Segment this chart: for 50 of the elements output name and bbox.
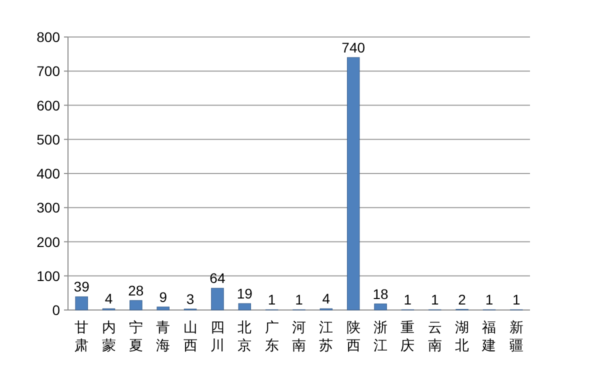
x-tick-label: 浙江 bbox=[374, 320, 388, 354]
data-label: 3 bbox=[186, 290, 194, 307]
y-tick-label: 700 bbox=[36, 63, 60, 80]
y-tick-label: 0 bbox=[52, 302, 60, 318]
y-tick-label: 800 bbox=[36, 29, 60, 45]
data-label: 740 bbox=[342, 39, 366, 56]
x-tick-label: 湖北 bbox=[455, 320, 470, 354]
x-tick-label: 内蒙 bbox=[102, 320, 116, 354]
bar bbox=[346, 57, 360, 310]
x-tick-label: 陕西 bbox=[346, 320, 360, 354]
bar bbox=[130, 300, 142, 310]
data-label: 18 bbox=[372, 286, 389, 302]
x-tick-label: 福建 bbox=[481, 320, 496, 354]
x-tick-label: 甘肃 bbox=[74, 320, 89, 354]
data-label: 1 bbox=[404, 292, 412, 308]
data-label: 64 bbox=[210, 270, 226, 286]
data-label: 9 bbox=[159, 288, 168, 305]
data-label: 1 bbox=[512, 292, 521, 308]
data-label: 4 bbox=[322, 290, 330, 307]
y-tick-label: 500 bbox=[36, 131, 60, 148]
data-label: 1 bbox=[430, 292, 439, 308]
y-tick-label: 200 bbox=[36, 234, 60, 250]
data-label: 2 bbox=[458, 291, 466, 308]
x-tick-label: 江苏 bbox=[319, 320, 334, 354]
data-label: 28 bbox=[128, 282, 144, 298]
x-tick-label: 河南 bbox=[292, 320, 306, 354]
x-tick-label: 重庆 bbox=[400, 320, 415, 354]
x-tick-label: 宁夏 bbox=[128, 320, 143, 354]
x-tick-label: 云南 bbox=[428, 320, 442, 354]
x-tick-label: 广东 bbox=[264, 320, 279, 354]
bar bbox=[211, 288, 224, 310]
y-tick-label: 100 bbox=[36, 268, 60, 284]
x-tick-label: 山西 bbox=[183, 320, 198, 354]
x-tick-label: 青海 bbox=[156, 320, 170, 354]
data-label: 1 bbox=[295, 292, 304, 308]
bar bbox=[156, 306, 170, 310]
x-tick-label: 新疆 bbox=[509, 320, 524, 354]
data-label: 19 bbox=[236, 286, 253, 302]
data-label: 1 bbox=[268, 292, 276, 308]
y-tick-label: 300 bbox=[36, 200, 60, 216]
bar bbox=[75, 296, 88, 310]
bar bbox=[238, 303, 252, 310]
x-tick-label: 北京 bbox=[238, 320, 252, 354]
data-label: 1 bbox=[485, 292, 494, 308]
bar bbox=[374, 304, 387, 310]
y-tick-label: 400 bbox=[36, 166, 60, 182]
y-tick-label: 600 bbox=[36, 97, 60, 114]
data-label: 4 bbox=[104, 290, 113, 307]
x-tick-label: 四川 bbox=[210, 320, 224, 354]
data-label: 39 bbox=[74, 278, 90, 295]
